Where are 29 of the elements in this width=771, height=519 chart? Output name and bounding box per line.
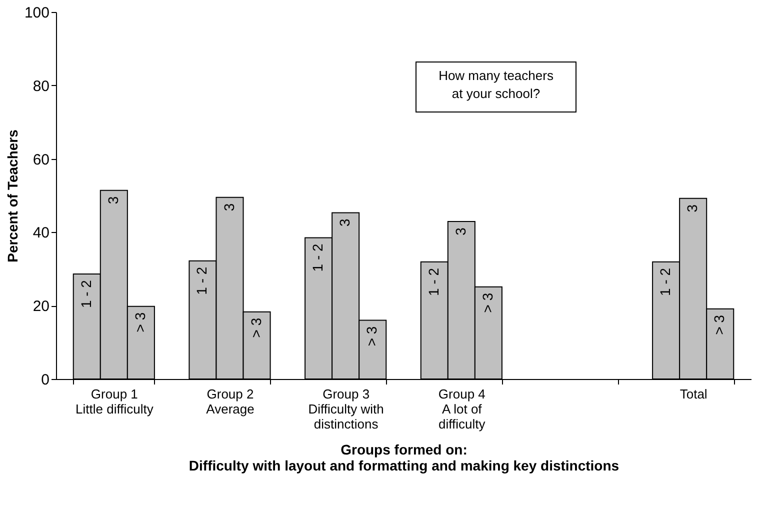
series-label: 1 - 2: [194, 266, 210, 295]
y-tick-label: 0: [41, 372, 50, 388]
x-tick-label: Group 1 Little difficulty: [76, 386, 154, 416]
text: 3: [684, 204, 700, 212]
x-tick-label: Total: [680, 386, 708, 402]
y-tick-label: 100: [24, 4, 50, 22]
y-tick-label: 40: [32, 224, 50, 242]
text: 1 - 2: [310, 244, 326, 272]
annotation: How many teachers at your school?: [438, 68, 554, 101]
y-tick-label: 80: [32, 78, 50, 95]
series-label: > 3: [132, 312, 148, 332]
text: 1 - 2: [78, 280, 94, 308]
text: > 3: [248, 318, 264, 338]
y-axis-title: Percent of Teachers: [4, 129, 20, 262]
text: 3: [220, 203, 237, 212]
x-axis-title: Groups formed on: Difficulty with layout and formatting and making key distinctions: [188, 442, 620, 474]
text: 3: [452, 228, 468, 236]
text: 3: [336, 218, 353, 227]
text: > 3: [364, 326, 380, 346]
x-tick-label: Group 2 Average: [206, 386, 254, 416]
x-tick-label: Group 3 Difficulty with distinctions: [308, 386, 384, 432]
text: > 3: [479, 292, 496, 313]
series-label: 3: [104, 196, 121, 204]
text: 1 - 2: [425, 268, 442, 296]
x-tick-label: Group 4 A lot of difficulty: [438, 386, 486, 432]
text: > 3: [711, 314, 728, 335]
text: 1 - 2: [657, 268, 674, 296]
y-tick-label: 20: [32, 298, 50, 316]
y-tick-label: 60: [32, 151, 50, 168]
